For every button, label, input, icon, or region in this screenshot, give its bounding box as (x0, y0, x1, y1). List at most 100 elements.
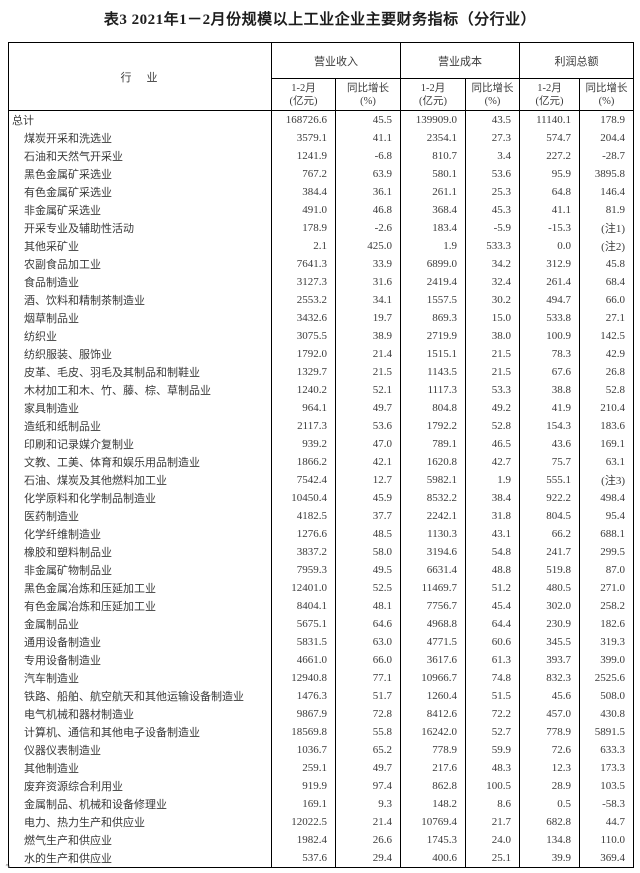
value-cell: 51.7 (335, 687, 401, 705)
value-cell: 8.6 (465, 795, 520, 813)
value-cell: 5982.1 (400, 471, 466, 489)
value-cell: 64.4 (465, 615, 520, 633)
value-cell: 12940.8 (271, 669, 336, 687)
value-cell: 173.3 (579, 759, 634, 777)
value-cell: 97.4 (335, 777, 401, 795)
table-row: 其他采矿业 2.1 425.0 1.9 533.3 0.0 (注2) (8, 237, 634, 255)
value-cell: 10769.4 (400, 813, 466, 831)
industry-cell: 文教、工美、体育和娱乐用品制造业 (8, 453, 272, 471)
profit-growth-header: 同比增长 (%) (579, 78, 634, 111)
value-cell: 498.4 (579, 489, 634, 507)
value-cell: 51.5 (465, 687, 520, 705)
value-cell: 21.7 (465, 813, 520, 831)
value-cell: 38.8 (519, 381, 580, 399)
value-cell: 178.9 (271, 219, 336, 237)
value-cell: 430.8 (579, 705, 634, 723)
value-cell: 53.3 (465, 381, 520, 399)
value-cell: 922.2 (519, 489, 580, 507)
value-cell: 1557.5 (400, 291, 466, 309)
value-cell: 49.2 (465, 399, 520, 417)
value-cell: 2117.3 (271, 417, 336, 435)
value-cell: 1515.1 (400, 345, 466, 363)
value-cell: -28.7 (579, 147, 634, 165)
value-cell: 580.1 (400, 165, 466, 183)
table-row: 汽车制造业 12940.8 77.1 10966.7 74.8 832.3 2525.6 (8, 669, 634, 687)
value-cell: 81.9 (579, 201, 634, 219)
value-cell: 52.8 (465, 417, 520, 435)
industry-cell: 废弃资源综合利用业 (8, 777, 272, 795)
value-cell: 480.5 (519, 579, 580, 597)
value-cell: 1866.2 (271, 453, 336, 471)
industry-cell: 其他制造业 (8, 759, 272, 777)
industry-cell: 农副食品加工业 (8, 255, 272, 273)
value-cell: 2354.1 (400, 129, 466, 147)
value-cell: 37.7 (335, 507, 401, 525)
value-cell: -58.3 (579, 795, 634, 813)
value-cell: 3837.2 (271, 543, 336, 561)
cost-amount-header: 1-2月 (亿元) (400, 78, 466, 111)
value-cell: 178.9 (579, 110, 634, 129)
value-cell: 21.4 (335, 813, 401, 831)
value-cell: 832.3 (519, 669, 580, 687)
value-cell: 1476.3 (271, 687, 336, 705)
industry-column-header: 行 业 (8, 42, 272, 111)
value-cell: 210.4 (579, 399, 634, 417)
industry-cell: 电力、热力生产和供应业 (8, 813, 272, 831)
value-cell: 3579.1 (271, 129, 336, 147)
value-cell: 4771.5 (400, 633, 466, 651)
value-cell: 58.0 (335, 543, 401, 561)
value-cell: 1240.2 (271, 381, 336, 399)
value-cell: 139909.0 (400, 110, 466, 129)
value-cell: 25.3 (465, 183, 520, 201)
value-cell: 7756.7 (400, 597, 466, 615)
value-cell: 3895.8 (579, 165, 634, 183)
value-cell: 87.0 (579, 561, 634, 579)
value-cell: 204.4 (579, 129, 634, 147)
value-cell: 1241.9 (271, 147, 336, 165)
table-row: 印刷和记录媒介复制业 939.2 47.0 789.1 46.5 43.6 169.1 (8, 435, 634, 453)
value-cell: 345.5 (519, 633, 580, 651)
value-cell: 10966.7 (400, 669, 466, 687)
value-cell: 100.9 (519, 327, 580, 345)
value-cell: 41.1 (519, 201, 580, 219)
value-cell: 38.4 (465, 489, 520, 507)
revenue-amount-header: 1-2月 (亿元) (271, 78, 336, 111)
value-cell: 134.8 (519, 831, 580, 849)
group-header-profit: 利润总额 (519, 42, 634, 79)
value-cell: 66.0 (335, 651, 401, 669)
value-cell: 26.8 (579, 363, 634, 381)
table-body: 总计 168726.6 45.5 139909.0 43.5 11140.1 178.9 煤炭… (8, 110, 634, 868)
industry-cell: 金属制品业 (8, 615, 272, 633)
value-cell: 2719.9 (400, 327, 466, 345)
value-cell: 48.5 (335, 525, 401, 543)
value-cell: 42.9 (579, 345, 634, 363)
value-cell: 43.5 (465, 110, 520, 129)
value-cell: 182.6 (579, 615, 634, 633)
value-cell: 68.4 (579, 273, 634, 291)
industry-cell: 总计 (8, 110, 272, 129)
value-cell: 169.1 (271, 795, 336, 813)
value-cell: 0.5 (519, 795, 580, 813)
value-cell: 146.4 (579, 183, 634, 201)
value-cell: 3075.5 (271, 327, 336, 345)
value-cell: 27.1 (579, 309, 634, 327)
group-header-revenue: 营业收入 (271, 42, 401, 79)
value-cell: 810.7 (400, 147, 466, 165)
value-cell: 21.4 (335, 345, 401, 363)
table-header: 行 业 营业收入 营业成本 利润总额 1-2月 (亿元) 同比增长 (%) 1-… (8, 42, 634, 111)
value-cell: 38.0 (465, 327, 520, 345)
value-cell: 12022.5 (271, 813, 336, 831)
value-cell: 72.6 (519, 741, 580, 759)
value-cell: 804.5 (519, 507, 580, 525)
value-cell: 53.6 (465, 165, 520, 183)
value-cell: 537.6 (271, 849, 336, 868)
value-cell: 49.5 (335, 561, 401, 579)
value-cell: 1117.3 (400, 381, 466, 399)
value-cell: 42.7 (465, 453, 520, 471)
value-cell: 1329.7 (271, 363, 336, 381)
value-cell: 183.4 (400, 219, 466, 237)
value-cell: 3617.6 (400, 651, 466, 669)
value-cell: 49.7 (335, 759, 401, 777)
value-cell: 964.1 (271, 399, 336, 417)
value-cell: 4661.0 (271, 651, 336, 669)
